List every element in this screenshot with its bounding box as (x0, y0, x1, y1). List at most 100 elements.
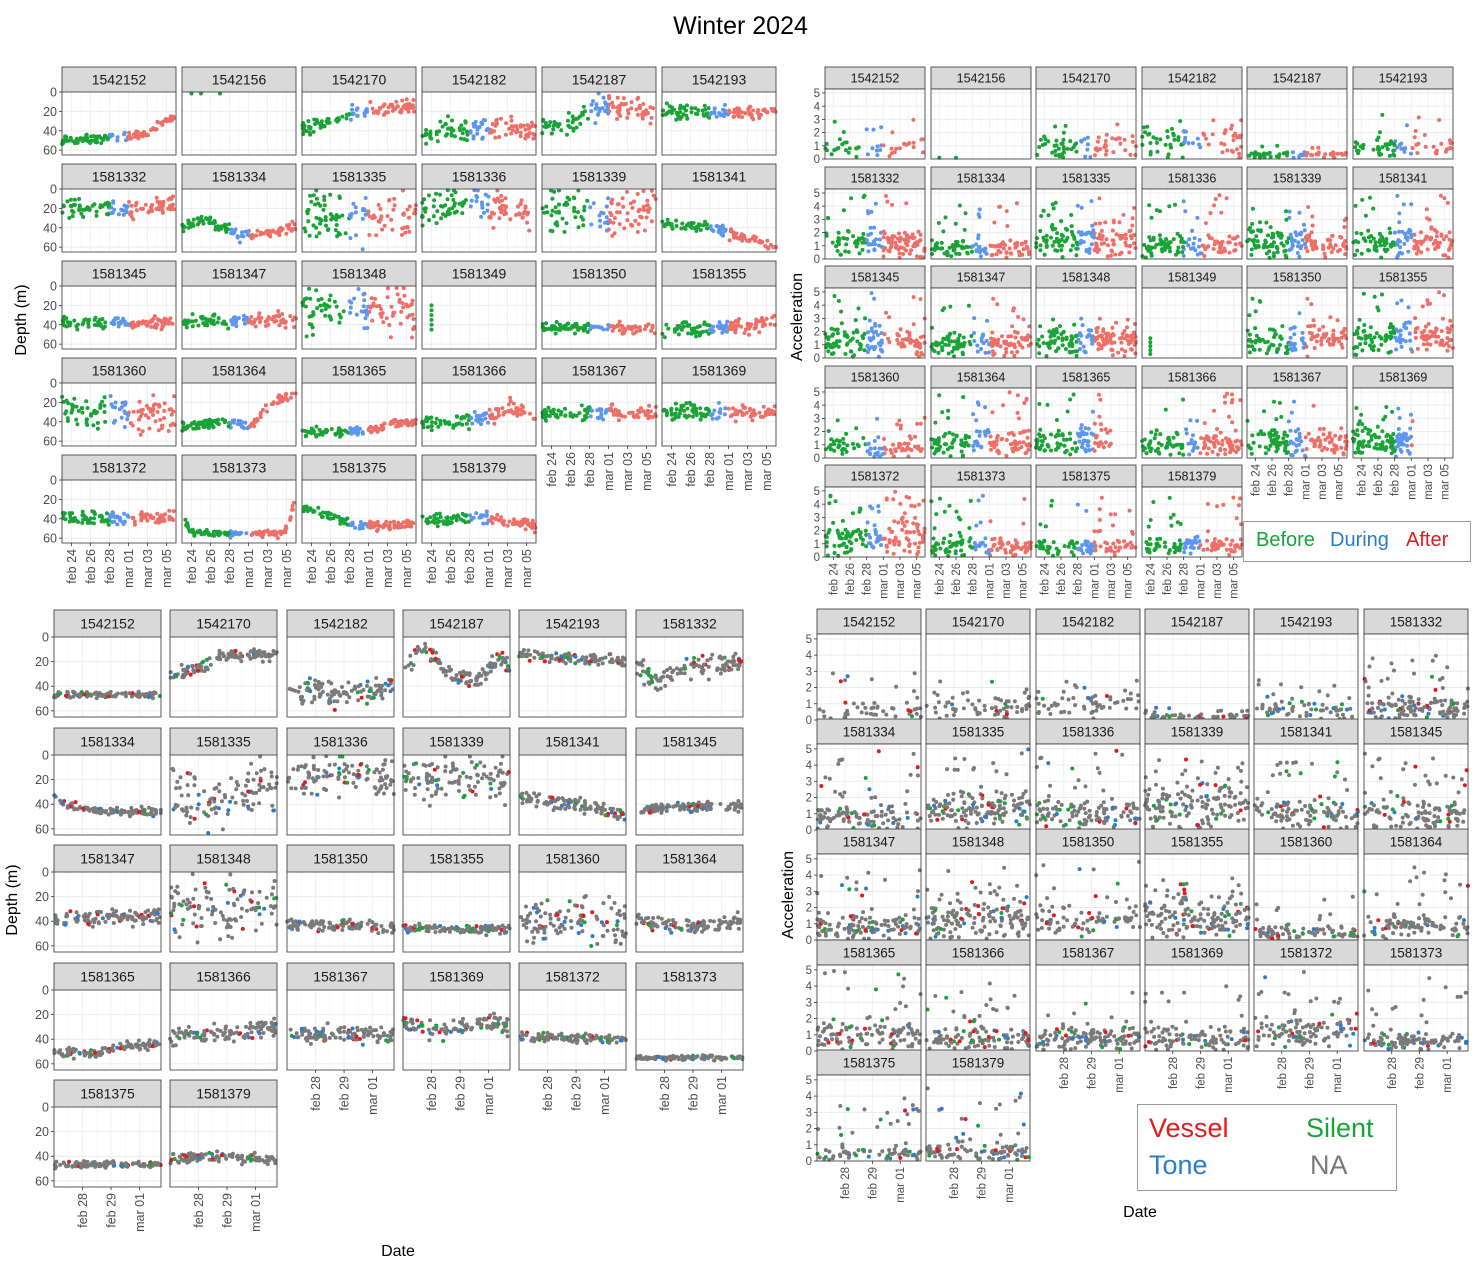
data-point (254, 233, 259, 238)
data-point (367, 214, 372, 219)
data-point (341, 519, 346, 524)
data-point (996, 248, 1001, 253)
data-point (424, 519, 429, 524)
x-tick-label: mar 01 (482, 549, 496, 588)
data-point (167, 508, 172, 513)
data-point (382, 102, 387, 107)
data-point (245, 426, 250, 431)
data-point (103, 320, 108, 325)
x-tick-label: feb 28 (463, 549, 477, 584)
data-point (190, 324, 195, 329)
data-point (645, 203, 649, 208)
data-point (337, 320, 342, 325)
data-point (508, 395, 513, 400)
data-point (1203, 221, 1208, 226)
panel-label: 1542182 (1168, 72, 1217, 86)
data-point (1157, 233, 1162, 238)
data-point (1176, 245, 1181, 250)
data-point (1297, 154, 1302, 159)
data-point (704, 226, 709, 231)
data-point (554, 320, 559, 324)
data-point (1165, 135, 1170, 139)
data-point (617, 319, 622, 324)
panel-label: 1542187 (572, 72, 627, 88)
data-point (725, 319, 730, 324)
data-point (355, 113, 360, 118)
data-point (1190, 228, 1195, 233)
data-point (1087, 250, 1092, 255)
data-point (389, 217, 394, 222)
data-point (1414, 142, 1419, 147)
data-point (258, 530, 263, 535)
data-point (1117, 220, 1122, 225)
data-point (185, 424, 190, 429)
data-point (939, 240, 944, 245)
data-point (1038, 137, 1043, 142)
data-point (196, 323, 201, 328)
data-point (156, 205, 161, 210)
data-point (874, 237, 879, 242)
y-tick-label: 5 (814, 88, 820, 100)
data-point (394, 424, 399, 429)
data-point (71, 403, 75, 408)
data-point (1017, 251, 1022, 256)
data-point (609, 201, 614, 206)
data-point (126, 514, 131, 519)
data-point (584, 415, 589, 420)
data-point (515, 204, 520, 209)
data-point (914, 254, 919, 259)
data-point (319, 119, 324, 124)
data-point (1171, 131, 1176, 136)
data-point (413, 421, 418, 426)
data-point (591, 201, 596, 206)
data-point (80, 520, 85, 525)
data-point (1431, 144, 1436, 149)
data-point (504, 121, 509, 126)
data-point (689, 402, 694, 407)
data-point (1238, 241, 1242, 246)
data-point (190, 312, 195, 317)
data-point (490, 413, 495, 418)
data-point (625, 218, 630, 223)
data-point (884, 194, 888, 198)
data-point (105, 519, 110, 524)
data-point (96, 320, 101, 325)
data-point (894, 243, 899, 248)
data-point (191, 217, 196, 222)
data-point (311, 129, 316, 134)
panel-label: 1581335 (1062, 172, 1111, 186)
data-point (412, 109, 416, 114)
data-point (1092, 153, 1097, 158)
data-point (1089, 242, 1094, 247)
data-point (666, 221, 671, 226)
panel-label: 1542170 (332, 72, 387, 88)
y-tick-label: 40 (43, 512, 57, 526)
data-point (1123, 148, 1128, 153)
data-point (457, 201, 462, 206)
data-point (577, 411, 582, 415)
x-tick-label: mar 05 (520, 549, 534, 588)
data-point (75, 140, 80, 145)
data-point (524, 133, 529, 137)
data-point (546, 405, 551, 410)
data-point (325, 515, 330, 520)
data-point (844, 140, 849, 145)
data-point (428, 129, 433, 134)
data-point (1068, 248, 1073, 253)
data-point (273, 530, 278, 535)
data-point (491, 122, 496, 127)
data-point (353, 210, 358, 215)
strip (661, 66, 777, 93)
data-point (1001, 246, 1006, 251)
data-point (322, 124, 327, 129)
x-tick-label: feb 26 (444, 549, 458, 584)
data-point (1042, 252, 1047, 257)
data-point (149, 324, 154, 329)
data-point (349, 431, 354, 436)
data-point (201, 321, 206, 326)
data-point (234, 324, 239, 329)
panel-label: 1581365 (332, 363, 387, 379)
data-point (485, 202, 490, 207)
data-point (1416, 115, 1421, 120)
